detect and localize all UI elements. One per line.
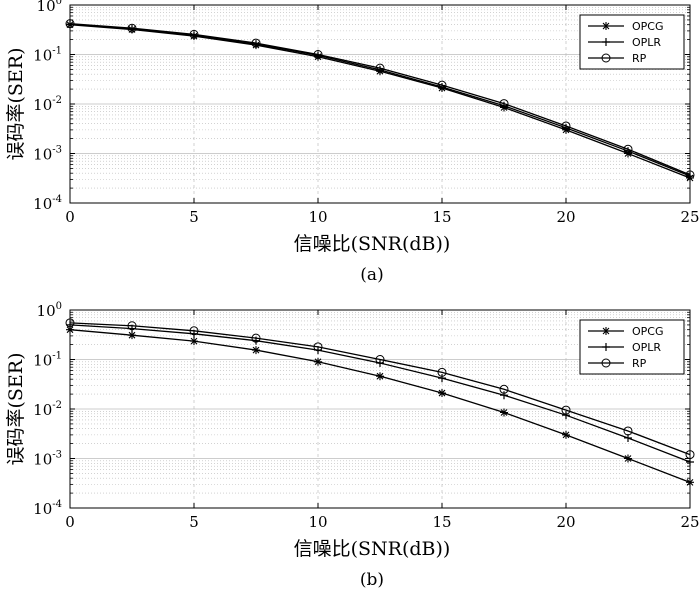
chart-b-data-point bbox=[561, 405, 571, 415]
chart-b-y-tick-label: 10-4 bbox=[33, 499, 62, 518]
chart-b-data-point bbox=[127, 321, 137, 331]
chart-b-data-point bbox=[562, 430, 570, 439]
chart-b-data-point bbox=[686, 457, 694, 466]
chart-a-data-point bbox=[562, 123, 570, 132]
chart-a-x-tick-label: 15 bbox=[432, 208, 451, 226]
chart-a-data-point bbox=[189, 29, 199, 39]
chart-b-y-tick-label: 100 bbox=[37, 301, 62, 320]
chart-b-x-axis-label: 信噪比(SNR(dB)) bbox=[294, 538, 451, 560]
chart-a-legend-label: OPLR bbox=[632, 36, 661, 49]
chart-b-x-tick-label: 25 bbox=[680, 513, 699, 531]
chart-b-data-point bbox=[500, 408, 508, 417]
chart-a-data-point bbox=[499, 99, 509, 109]
chart-b-series-opcg bbox=[66, 325, 694, 487]
chart-a-legend-marker bbox=[602, 22, 610, 30]
chart-b-data-point bbox=[438, 374, 446, 383]
chart-b-data-point bbox=[375, 355, 385, 364]
chart-a-data-point bbox=[127, 23, 137, 33]
chart-a-x-tick-label: 25 bbox=[680, 208, 699, 226]
chart-b-data-point bbox=[624, 454, 632, 463]
chart-a-data-point bbox=[438, 83, 446, 92]
chart-b-data-point bbox=[562, 411, 570, 420]
chart-a-x-tick-label: 5 bbox=[189, 208, 199, 226]
chart-b-x-tick-label: 5 bbox=[189, 513, 199, 531]
chart-a-legend-marker bbox=[601, 53, 611, 63]
chart-a-x-tick-label: 0 bbox=[65, 208, 75, 226]
chart-a-legend-item: RP bbox=[588, 52, 647, 65]
chart-a-data-point bbox=[623, 144, 633, 154]
chart-b-data-point bbox=[686, 478, 694, 487]
chart-a-y-tick-label: 10-1 bbox=[33, 46, 62, 65]
chart-a-series-line bbox=[69, 23, 691, 176]
chart-b-y-tick-label: 10-3 bbox=[33, 450, 62, 469]
chart-b-x-tick-label: 15 bbox=[432, 513, 451, 531]
chart-a-data-point bbox=[375, 63, 385, 73]
chart-a-y-tick-label: 10-2 bbox=[33, 95, 62, 114]
chart-b-y-tick-label: 10-2 bbox=[33, 400, 62, 419]
chart-a-legend-marker bbox=[602, 38, 610, 46]
chart-a: 0 5 10 15 20 25 100 10-1 10-2 10-3 10-4 OPCG OPLR RP 信… bbox=[5, 0, 700, 285]
chart-b-data-point bbox=[500, 391, 508, 400]
chart-a-legend-label: RP bbox=[632, 52, 647, 65]
chart-b-legend-item: OPLR bbox=[588, 341, 661, 354]
chart-b-data-point bbox=[251, 333, 261, 343]
chart-a-data-point bbox=[313, 50, 323, 59]
chart-b-legend-label: OPLR bbox=[632, 341, 661, 354]
chart-b-x-tick-label: 0 bbox=[65, 513, 75, 531]
chart-b: 0 5 10 15 20 25 100 10-1 10-2 10-3 10-4 OPCG OPLR RP 信… bbox=[5, 301, 700, 589]
chart-a-y-tick-label: 10-4 bbox=[33, 194, 62, 213]
chart-b-data-point bbox=[66, 320, 74, 329]
chart-b-data-point bbox=[437, 367, 447, 377]
chart-b-legend: OPCG OPLR RP bbox=[579, 319, 685, 375]
chart-b-x-tick-label: 10 bbox=[308, 513, 327, 531]
chart-b-legend-item: RP bbox=[588, 357, 647, 370]
chart-a-legend-item: OPLR bbox=[588, 36, 661, 49]
chart-b-caption: (b) bbox=[360, 570, 384, 589]
chart-b-data-point bbox=[313, 342, 323, 352]
chart-a-x-tick-label: 10 bbox=[308, 208, 327, 226]
chart-b-y-axis-label: 误码率(SER) bbox=[5, 352, 27, 465]
chart-b-data-point bbox=[65, 318, 75, 328]
chart-b-data-point bbox=[190, 337, 198, 346]
chart-b-data-point bbox=[499, 384, 509, 394]
chart-b-legend-marker bbox=[602, 327, 610, 335]
chart-a-y-tick-label: 100 bbox=[37, 0, 62, 15]
chart-b-x-tick-label: 20 bbox=[556, 513, 575, 531]
chart-b-data-point bbox=[438, 389, 446, 398]
chart-b-y-tick-label: 10-1 bbox=[33, 351, 62, 370]
chart-b-legend-marker bbox=[602, 343, 610, 351]
chart-a-data-point bbox=[437, 80, 447, 90]
chart-b-data-point bbox=[376, 372, 384, 381]
chart-b-data-point bbox=[623, 426, 633, 436]
chart-b-data-point bbox=[189, 326, 199, 336]
chart-b-data-point bbox=[314, 357, 322, 366]
chart-b-data-point bbox=[128, 331, 136, 340]
chart-a-caption: (a) bbox=[360, 265, 383, 285]
chart-a-data-point bbox=[624, 147, 632, 156]
chart-a-series-rp bbox=[65, 19, 695, 180]
chart-b-series-line bbox=[69, 322, 691, 456]
chart-a-legend-item: OPCG bbox=[588, 20, 664, 33]
chart-b-legend-item: OPCG bbox=[588, 325, 664, 338]
chart-b-series-rp bbox=[65, 318, 695, 460]
chart-a-legend: OPCG OPLR RP bbox=[579, 14, 685, 70]
chart-a-y-axis-label: 误码率(SER) bbox=[5, 47, 27, 160]
chart-b-data-point bbox=[685, 450, 695, 460]
chart-b-data-point bbox=[252, 346, 260, 355]
chart-b-data-point bbox=[66, 325, 74, 334]
chart-b-legend-label: RP bbox=[632, 357, 647, 370]
chart-a-data-point bbox=[561, 121, 571, 131]
chart-b-legend-marker bbox=[601, 358, 611, 368]
chart-a-data-point bbox=[685, 170, 695, 180]
chart-a-x-tick-label: 20 bbox=[556, 208, 575, 226]
chart-b-legend-label: OPCG bbox=[632, 325, 664, 338]
chart-a-data-point bbox=[65, 19, 75, 29]
chart-a-y-tick-label: 10-3 bbox=[33, 145, 62, 164]
chart-a-legend-label: OPCG bbox=[632, 20, 664, 33]
chart-a-x-axis-label: 信噪比(SNR(dB)) bbox=[294, 233, 451, 255]
chart-a-data-point bbox=[251, 38, 261, 48]
